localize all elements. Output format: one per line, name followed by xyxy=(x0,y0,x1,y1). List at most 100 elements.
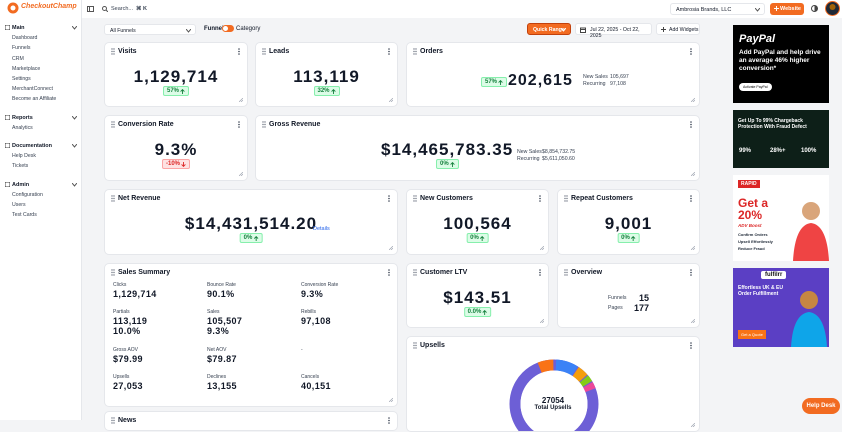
ad-stat: 100% xyxy=(801,148,816,154)
ad-person xyxy=(789,286,829,347)
overview-label: Funnels xyxy=(608,295,626,301)
breakdown-value: 105,697 xyxy=(610,74,629,80)
nav-item[interactable]: Dashboard xyxy=(12,35,37,41)
ad-brand: fulfilrr xyxy=(761,271,786,279)
nav-item[interactable]: Help Desk xyxy=(12,153,36,159)
news-card: News xyxy=(104,411,398,431)
chevron xyxy=(72,144,77,148)
nav-item[interactable]: Become an Affiliate xyxy=(12,96,56,102)
nav-item[interactable]: Tickets xyxy=(12,163,28,169)
summary-value: 13,155 xyxy=(207,381,237,391)
card-title: Visits xyxy=(118,48,137,55)
section-heading: Documentation xyxy=(12,143,52,149)
metric-value: 100,564 xyxy=(407,214,548,234)
nav-item[interactable]: Users xyxy=(12,202,26,208)
drag-handle xyxy=(564,269,568,276)
trend-arrow xyxy=(450,162,455,167)
quick-range-label: Quick Range xyxy=(533,27,565,33)
toggle-switch xyxy=(222,25,234,32)
summary-value: 9.3% xyxy=(207,326,229,336)
resize-handle xyxy=(540,246,544,250)
nav-item[interactable]: Funnels xyxy=(12,45,30,51)
help-desk-button[interactable]: Help Desk xyxy=(802,398,840,414)
nav-item[interactable]: Test Cards xyxy=(12,212,37,218)
trend-arrow xyxy=(482,310,487,315)
summary-label: Conversion Rate xyxy=(301,282,338,288)
drag-handle xyxy=(111,48,115,55)
search-placeholder: Search... xyxy=(111,6,133,12)
change-value: 0% xyxy=(470,235,479,241)
breakdown-value: 97,108 xyxy=(610,81,626,87)
change-badge: 0% xyxy=(617,233,640,243)
resize-handle xyxy=(239,98,243,102)
drag-handle xyxy=(111,269,115,276)
card-title: News xyxy=(118,417,136,424)
trend-arrow xyxy=(480,236,485,241)
card-title: Upsells xyxy=(420,342,445,349)
trend-arrow xyxy=(181,162,186,167)
nav-item[interactable]: CRM xyxy=(12,56,24,62)
trend-arrow xyxy=(253,236,258,241)
card-title: Leads xyxy=(269,48,289,55)
date-range-picker[interactable]: Jul 22, 2025 - Oct 22, 2025 xyxy=(575,23,652,35)
drag-handle xyxy=(413,48,417,55)
chevron xyxy=(561,28,566,32)
card-menu xyxy=(238,121,240,128)
metric-value: 9.3% xyxy=(105,140,247,160)
nav-item[interactable]: Settings xyxy=(12,76,31,82)
nav-item[interactable]: Analytics xyxy=(12,125,33,131)
funnel-select-label: All Funnels xyxy=(110,28,136,34)
card-title: Gross Revenue xyxy=(269,121,320,128)
breakdown-label: Recurring xyxy=(517,156,540,162)
company-select[interactable]: Ambrosia Brands, LLC xyxy=(670,3,765,15)
chevron xyxy=(72,116,77,120)
details-link[interactable]: Details xyxy=(313,226,330,232)
change-badge: 0.0% xyxy=(464,307,492,317)
nav-item[interactable]: Configuration xyxy=(12,192,43,198)
card-menu xyxy=(388,417,390,424)
metric-value: 113,119 xyxy=(256,67,397,87)
card-title: New Customers xyxy=(420,195,473,202)
ad-bullet: Upsell Effortlessly xyxy=(738,239,773,244)
summary-label: Partials xyxy=(113,309,130,315)
search-shortcut: ⌘ K xyxy=(136,6,147,12)
summary-value: $79.87 xyxy=(207,354,237,364)
quick-range-button[interactable]: Quick Range xyxy=(527,23,571,35)
website-button[interactable]: Website xyxy=(770,3,804,15)
resize-handle xyxy=(540,319,544,323)
summary-label: - xyxy=(301,347,303,353)
toggle-right-label: Category xyxy=(236,26,260,32)
summary-value: 9.3% xyxy=(301,289,323,299)
fraud-ad[interactable]: Get Up To 99% Chargeback Protection With… xyxy=(733,110,829,168)
plus xyxy=(774,6,779,11)
nav-item[interactable]: MerchantConnect xyxy=(12,86,53,92)
drag-handle xyxy=(262,121,266,128)
funnel-select[interactable]: All Funnels xyxy=(104,24,196,35)
add-widgets-button[interactable]: Add Widgets xyxy=(656,23,700,35)
section-heading: Admin xyxy=(12,182,29,188)
change-value: 32% xyxy=(317,88,329,94)
card-menu xyxy=(690,269,692,276)
search-box[interactable]: Search...⌘ K xyxy=(111,6,147,12)
ad-headline: Add PayPal and help drive an average 46%… xyxy=(739,49,825,72)
nav-item[interactable]: Marketplace xyxy=(12,66,40,72)
avatar xyxy=(825,1,840,16)
drag-handle xyxy=(111,121,115,128)
breakdown-label: New Sales xyxy=(583,74,608,80)
company-name: Ambrosia Brands, LLC xyxy=(676,7,731,13)
summary-value: 105,507 xyxy=(207,316,242,326)
search-icon xyxy=(102,6,108,12)
upsells-total: 27054 xyxy=(407,396,699,405)
card-menu xyxy=(690,48,692,55)
summary-label: Gross AOV xyxy=(113,347,138,353)
card-title: Orders xyxy=(420,48,443,55)
